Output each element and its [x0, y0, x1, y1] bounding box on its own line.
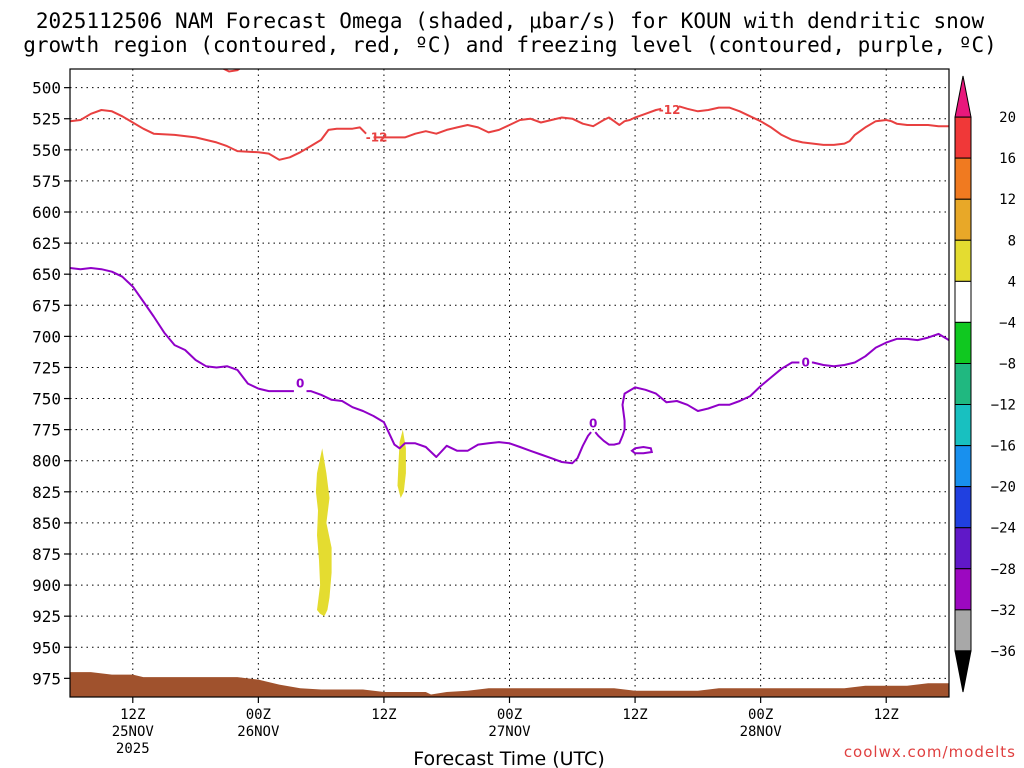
freezing-level-label-3: 0 — [801, 355, 809, 369]
colorbar-bin-13 — [954, 568, 972, 611]
colorbar-tick-label-1: 20 — [999, 110, 1016, 126]
freezing-level-segment-3 — [594, 361, 800, 446]
y-tick-label-800: 800 — [32, 452, 61, 471]
chart-title-line-1: 2025112506 NAM Forecast Omega (shaded, μ… — [36, 9, 985, 33]
colorbar-tick-label-9: −16 — [991, 439, 1016, 455]
y-tick-label-700: 700 — [32, 327, 61, 346]
omega-shaded-region-2 — [397, 429, 406, 498]
colorbar-tick-label-7: −8 — [999, 356, 1016, 372]
chart-title-line-2: growth region (contoured, red, ºC) and f… — [23, 33, 997, 57]
y-tick-label-925: 925 — [32, 607, 61, 626]
colorbar-bin-6 — [954, 280, 972, 323]
colorbar-bin-9 — [954, 404, 972, 447]
colorbar-tick-label-12: −28 — [991, 562, 1016, 578]
dgz-contour-top-fragment — [221, 69, 241, 73]
y-tick-label-525: 525 — [32, 110, 61, 129]
dgz-contour-segment-1 — [70, 109, 367, 161]
y-tick-label-875: 875 — [32, 545, 61, 564]
colorbar-tick-label-14: −36 — [991, 644, 1016, 660]
y-tick-label-950: 950 — [32, 638, 61, 657]
freezing-level-label-2: 0 — [589, 416, 597, 430]
y-tick-label-750: 750 — [32, 390, 61, 409]
x-tick-label-hour-6-line-3: 2025 — [116, 741, 150, 757]
x-tick-label-hour-30-line-1: 12Z — [371, 707, 396, 723]
colorbar-bin-2 — [954, 116, 972, 159]
freezing-level-segment-4 — [811, 332, 949, 368]
colorbar-bin-11 — [954, 486, 972, 529]
x-tick-label-hour-54-line-1: 12Z — [622, 707, 647, 723]
y-tick-label-900: 900 — [32, 576, 61, 595]
colorbar-bin-10 — [954, 445, 972, 488]
colorbar-bin-5 — [954, 239, 972, 282]
x-tick-label-hour-6-line-2: 25NOV — [112, 724, 155, 740]
y-tick-label-725: 725 — [32, 358, 61, 377]
y-tick-label-775: 775 — [32, 421, 61, 440]
colorbar-tick-label-2: 16 — [999, 151, 1016, 167]
colorbar-tick-label-5: 4 — [1008, 274, 1016, 290]
y-axis: 500 525 550 575 600 625 650 675 700 725 750 775 800 8… — [32, 79, 70, 688]
terrain-fill — [70, 672, 949, 697]
freezing-level-segment-1 — [70, 267, 294, 393]
y-tick-label-850: 850 — [32, 514, 61, 533]
plot-content: -12 -12 0 0 0 — [70, 69, 949, 697]
y-tick-label-575: 575 — [32, 172, 61, 191]
colorbar-bin-14 — [954, 609, 972, 652]
x-tick-label-hour-18-line-1: 00Z — [246, 707, 271, 723]
x-axis-label: Forecast Time (UTC) — [413, 748, 604, 768]
colorbar-tick-label-4: 8 — [1008, 233, 1016, 249]
y-tick-label-975: 975 — [32, 669, 61, 688]
colorbar-tick-label-11: −24 — [991, 521, 1016, 537]
colorbar-bin-3 — [954, 157, 972, 200]
colorbar-bin-12 — [954, 527, 972, 570]
x-tick-label-hour-6-line-1: 12Z — [120, 707, 145, 723]
colorbar-tick-label-10: −20 — [991, 480, 1016, 496]
y-tick-label-625: 625 — [32, 234, 61, 253]
omega-colorbar: 20 16 12 8 4 −4 −8 −12 −16 −20 −24 −28 −32 −36 — [954, 75, 1016, 693]
dgz-contour-segment-2 — [373, 107, 662, 139]
colorbar-tick-label-13: −32 — [991, 603, 1016, 619]
x-tick-label-hour-66-line-1: 00Z — [748, 707, 773, 723]
freezing-level-segment-2 — [306, 390, 592, 465]
dgz-contour-segment-3 — [678, 105, 949, 146]
x-tick-label-hour-42-line-2: 27NOV — [488, 724, 531, 740]
x-tick-label-hour-18-line-2: 26NOV — [237, 724, 280, 740]
y-tick-label-650: 650 — [32, 265, 61, 284]
colorbar-tick-label-3: 12 — [999, 192, 1016, 208]
y-tick-label-550: 550 — [32, 141, 61, 160]
x-tick-label-hour-42-line-1: 00Z — [497, 707, 522, 723]
colorbar-bin-15 — [954, 650, 972, 693]
x-tick-label-hour-66-line-2: 28NOV — [740, 724, 783, 740]
x-tick-label-hour-78-line-1: 12Z — [874, 707, 899, 723]
y-tick-label-675: 675 — [32, 296, 61, 315]
plot-area: -12 -12 0 0 0 — [69, 68, 950, 698]
colorbar-tick-label-6: −4 — [999, 315, 1016, 331]
y-tick-label-600: 600 — [32, 203, 61, 222]
y-tick-label-500: 500 — [32, 79, 61, 98]
colorbar-bin-1 — [954, 75, 972, 118]
credit-text: coolwx.com/modelts — [844, 743, 1016, 761]
colorbar-bin-4 — [954, 198, 972, 241]
gridlines — [70, 69, 949, 697]
freezing-level-label-1: 0 — [296, 377, 304, 391]
colorbar-tick-label-8: −12 — [991, 398, 1016, 414]
freezing-level-closed-loop — [630, 445, 654, 455]
colorbar-bin-7 — [954, 321, 972, 364]
omega-shaded-region-1 — [315, 448, 332, 617]
dgz-contour-label-2: -12 — [659, 103, 681, 117]
dgz-contour-label-1: -12 — [366, 130, 388, 144]
y-tick-label-825: 825 — [32, 483, 61, 502]
colorbar-bin-8 — [954, 362, 972, 406]
